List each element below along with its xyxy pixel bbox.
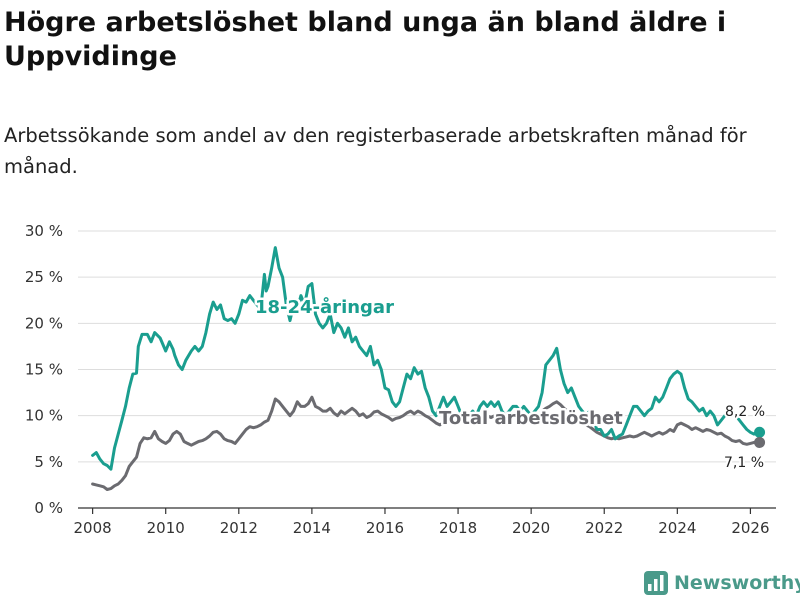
y-tick-label: 15 %: [25, 361, 63, 379]
chart-subtitle: Arbetssökande som andel av den registerb…: [4, 124, 747, 178]
y-tick-label: 30 %: [25, 222, 63, 240]
series-line-total: [91, 395, 762, 491]
y-tick-label: 25 %: [25, 268, 63, 286]
series-labels: 18-24-åringar Total arbetslöshet 8,2 % 7,1 …: [253, 294, 768, 474]
newsworthy-logo-icon: [644, 571, 668, 595]
chart-title: Högre arbetslöshet bland unga än bland ä…: [4, 7, 727, 72]
series-label-total: Total arbetslöshet: [439, 408, 623, 429]
x-tick-label: 2014: [293, 519, 331, 537]
newsworthy-logo: Newsworthy: [644, 569, 800, 597]
y-tick-label: 20 %: [25, 314, 63, 332]
y-tick-label: 10 %: [25, 407, 63, 425]
x-tick-label: 2024: [658, 519, 696, 537]
axes: 0 % 5 % 10 % 15 % 20 % 25 % 30 % 2008 2010 2012 20…: [25, 222, 776, 537]
end-value-youth: 8,2 %: [725, 404, 765, 420]
x-tick-label: 2010: [147, 519, 185, 537]
series-label-youth: 18-24-åringar: [255, 296, 394, 318]
end-marker-total: [754, 436, 766, 448]
x-tick-label: 2026: [731, 519, 769, 537]
x-tick-label: 2018: [439, 519, 477, 537]
x-tick-label: 2020: [512, 519, 550, 537]
end-value-total: 7,1 %: [724, 455, 764, 471]
y-tick-label: 0 %: [34, 499, 63, 517]
grid-lines: [78, 230, 776, 463]
x-tick-label: 2016: [366, 519, 404, 537]
end-marker-youth: [754, 426, 766, 438]
brand-name: Newsworthy: [674, 572, 800, 594]
x-tick-label: 2008: [74, 519, 112, 537]
y-tick-label: 5 %: [34, 453, 63, 471]
x-tick-label: 2012: [220, 519, 258, 537]
series-line-youth: [91, 246, 762, 471]
series-lines: [91, 246, 766, 491]
x-tick-label: 2022: [585, 519, 623, 537]
